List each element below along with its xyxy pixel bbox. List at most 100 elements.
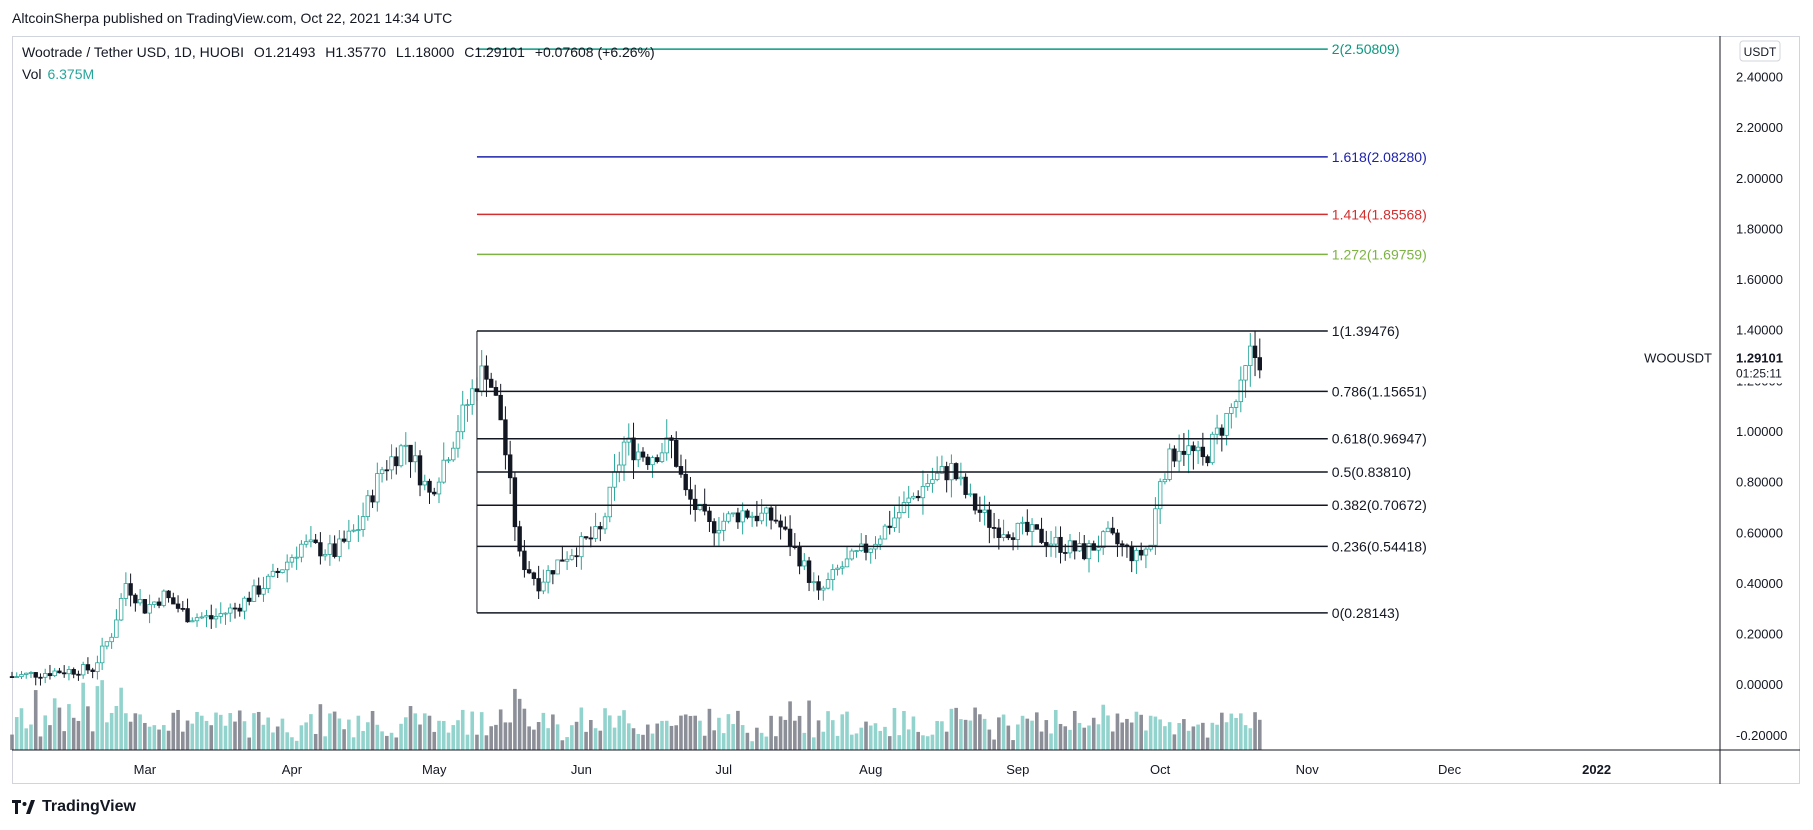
y-tick-label: 2.40000 — [1736, 70, 1783, 85]
volume-bar — [731, 724, 735, 750]
candle-body — [455, 431, 461, 449]
candle-body — [844, 558, 850, 568]
candle-body — [375, 473, 380, 503]
volume-bar — [361, 730, 365, 750]
volume-bar — [1163, 726, 1167, 750]
volume-bar — [261, 724, 266, 750]
candle-body — [621, 441, 627, 466]
volume-bar — [736, 710, 740, 750]
x-tick-label: May — [422, 762, 447, 777]
candle-body — [507, 454, 513, 479]
volume-bar — [631, 728, 636, 750]
volume-bar — [698, 720, 702, 750]
y-tick-label: 0.00000 — [1736, 677, 1783, 692]
candle-body — [560, 559, 565, 562]
x-tick-label: Aug — [859, 762, 882, 777]
volume-bar — [650, 733, 655, 750]
candle-body — [180, 608, 185, 610]
candle-body — [43, 673, 48, 678]
candle-body — [1233, 401, 1239, 408]
volume-bar — [294, 740, 299, 750]
candle-body — [1058, 536, 1063, 553]
volume-bar — [1248, 728, 1253, 750]
y-tick-label: 2.00000 — [1736, 171, 1783, 186]
candle-body — [821, 587, 826, 591]
volume-bar — [1172, 734, 1177, 750]
candle-body — [1138, 549, 1144, 556]
publish-credit: AltcoinSherpa published on TradingView.c… — [12, 10, 453, 26]
volume-bar — [422, 713, 427, 750]
volume-bar — [769, 715, 773, 750]
candle-body — [99, 645, 105, 664]
candle-body — [185, 608, 190, 623]
currency-box[interactable] — [1739, 40, 1781, 62]
candle-body — [953, 463, 959, 480]
candle-body — [85, 664, 91, 671]
candle-body — [128, 583, 133, 596]
candle-body — [1048, 543, 1054, 547]
fib-level-label: 1(1.39476) — [1332, 323, 1400, 339]
candle-body — [707, 510, 712, 523]
candle-body — [1205, 456, 1210, 464]
volume-bar — [280, 718, 285, 750]
candle-body — [1134, 549, 1139, 562]
candle-body — [512, 477, 518, 528]
volume-bar — [1257, 719, 1262, 750]
brand-name: TradingView — [42, 798, 136, 815]
candle-body — [1181, 450, 1187, 455]
volume-bar — [821, 731, 826, 750]
symbol-header[interactable]: Wootrade / Tether USD, 1D, HUOBI O1.2149… — [22, 44, 661, 60]
volume-bar — [622, 710, 626, 750]
volume-bar — [43, 715, 48, 750]
volume-bar — [195, 711, 199, 750]
volume-bar — [674, 725, 679, 750]
fib-retracement[interactable]: 2(2.50809) 1.618(2.08280) 1.414(1.85568) 1.… — [476, 41, 1427, 621]
candle-body — [1029, 524, 1035, 532]
candle-body — [1082, 543, 1087, 560]
volume-bar — [57, 707, 62, 750]
volume-bar — [271, 732, 275, 750]
candle-body — [1214, 427, 1220, 435]
candle-body — [617, 464, 622, 473]
volume-bar — [256, 711, 261, 750]
volume-bar — [1253, 712, 1257, 750]
volume-bar — [883, 726, 887, 750]
volume-bar — [342, 729, 346, 750]
volume-bar — [1220, 712, 1224, 750]
volume-bar — [892, 707, 897, 750]
candle-body — [247, 597, 252, 602]
volume-bar — [608, 715, 612, 750]
fib-level-label: 0.382(0.70672) — [1332, 497, 1427, 513]
candle-body — [313, 539, 318, 544]
candle-body — [735, 512, 741, 523]
candle-body — [332, 543, 337, 557]
volume-bar — [1196, 724, 1200, 750]
volume-bar — [1201, 722, 1205, 750]
symbol-name[interactable]: Wootrade / Tether USD, 1D, HUOBI — [22, 44, 245, 60]
volume-bar — [451, 725, 456, 750]
volume-bar — [826, 711, 830, 750]
candle-body — [57, 670, 62, 674]
volume-bar — [14, 717, 19, 750]
candle-body — [1053, 536, 1058, 545]
volume-legend[interactable]: Vol 6.375M — [22, 66, 94, 82]
volume-bar — [584, 731, 588, 750]
tradingview-brand[interactable]: TradingView — [12, 798, 136, 816]
candle-body — [745, 510, 750, 518]
candle-body — [702, 503, 707, 512]
volume-bar — [185, 720, 190, 750]
fib-level-label: 0.5(0.83810) — [1332, 464, 1411, 480]
ohlc-open: O1.21493 — [253, 44, 316, 60]
candle-body — [583, 536, 589, 539]
volume-bar — [128, 721, 133, 750]
candle-body — [152, 601, 157, 605]
y-tick-label: 1.40000 — [1736, 323, 1783, 338]
candle-body — [294, 556, 299, 559]
volume-bar — [774, 736, 778, 750]
volume-bar — [394, 737, 399, 750]
candle-body — [721, 520, 726, 531]
volume-bar — [323, 736, 327, 750]
candle-body — [688, 489, 693, 500]
volume-bar — [114, 706, 119, 750]
